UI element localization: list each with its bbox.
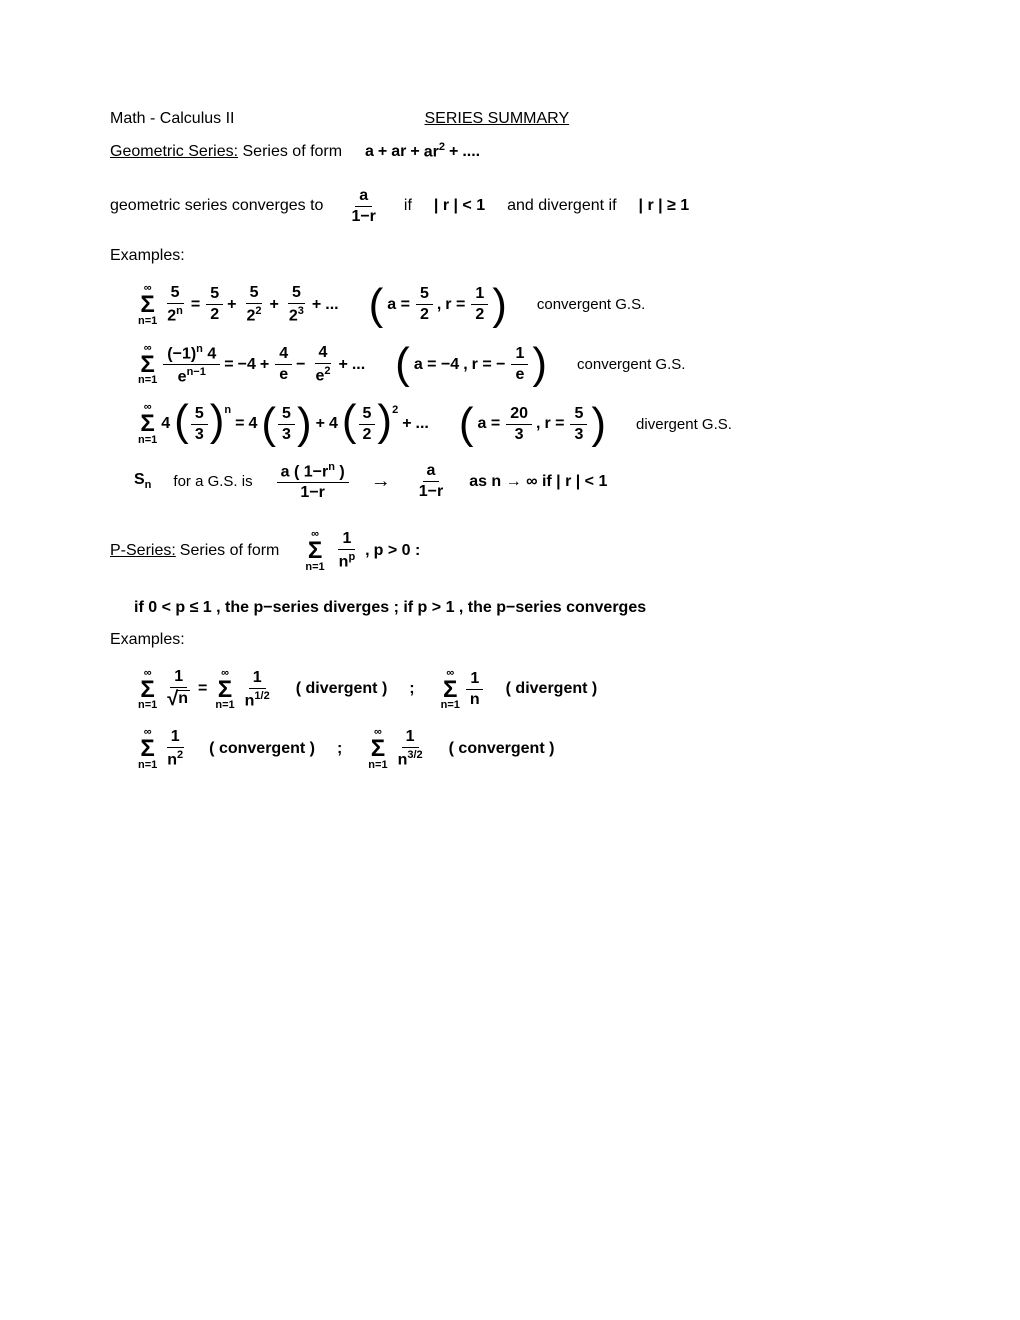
pseries-heading-label: P-Series: bbox=[110, 540, 176, 562]
page-title: SERIES SUMMARY bbox=[424, 110, 569, 128]
sum-symbol: ∞ Σ n=1 bbox=[138, 727, 157, 771]
sum-symbol: ∞ Σ n=1 bbox=[138, 402, 157, 446]
arrow-icon: → bbox=[371, 470, 391, 493]
sum-symbol: ∞ Σ n=1 bbox=[138, 343, 157, 387]
geo-ex1-result: convergent G.S. bbox=[537, 296, 645, 313]
geo-example-2: ∞ Σ n=1 (−1)n 4 en−1 = −4 + 4e − 4e2 + .… bbox=[134, 343, 910, 387]
geo-ex2-result: convergent G.S. bbox=[577, 356, 685, 373]
geo-r-ge-1: | r | ≥ 1 bbox=[639, 195, 690, 217]
geo-convergence-rule: geometric series converges to a 1−r if |… bbox=[110, 188, 910, 225]
geo-example-1: ∞ Σ n=1 5 2n = 52 + 522 + 523 + ... ( a … bbox=[134, 283, 910, 327]
geo-form-math: a + ar + ar2 + .... bbox=[365, 140, 480, 164]
geo-r-lt-1: | r | < 1 bbox=[434, 195, 485, 217]
sum-symbol: ∞ Σ n=1 bbox=[368, 727, 387, 771]
geo-form-text: Series of form bbox=[243, 143, 343, 160]
pseries-form-text: Series of form bbox=[180, 540, 280, 562]
course-name: Math - Calculus II bbox=[110, 110, 234, 128]
pseries-examples-label: Examples: bbox=[110, 629, 910, 651]
geo-ex3-result: divergent G.S. bbox=[636, 416, 732, 433]
geo-heading-label: Geometric Series: bbox=[110, 143, 238, 160]
p-example-1: ∞ Σ n=1 1 √n = ∞ Σ n=1 1 n1/2 ( divergen… bbox=[134, 668, 910, 712]
p-series-heading: P-Series: Series of form ∞ Σ n=1 1 np , … bbox=[110, 529, 910, 573]
geo-and-divergent: and divergent if bbox=[507, 195, 616, 217]
sum-symbol: ∞ Σ n=1 bbox=[138, 668, 157, 712]
p-series-rule: if 0 < p ≤ 1 , the p−series diverges ; i… bbox=[134, 597, 910, 619]
geo-if: if bbox=[404, 195, 412, 217]
geo-example-3: ∞ Σ n=1 4 ( 53 ) n = 4 ( 53 ) + 4 ( 52 )… bbox=[134, 402, 910, 446]
geo-conv-frac: a 1−r bbox=[345, 188, 381, 225]
geo-examples-label: Examples: bbox=[110, 245, 910, 267]
sum-symbol: ∞ Σ n=1 bbox=[441, 668, 460, 712]
geometric-series-heading: Geometric Series: Series of form a + ar … bbox=[110, 140, 910, 164]
sum-symbol: ∞ Σ n=1 bbox=[138, 283, 157, 327]
p-example-2: ∞ Σ n=1 1 n2 ( convergent ) ; ∞ Σ n=1 1 … bbox=[134, 727, 910, 771]
geo-conv-text: geometric series converges to bbox=[110, 195, 323, 217]
sum-symbol: ∞ Σ n=1 bbox=[305, 529, 324, 573]
geo-partial-sum: Sn for a G.S. is a ( 1−rn ) 1−r → a1−r a… bbox=[134, 462, 910, 501]
header: Math - Calculus II SERIES SUMMARY bbox=[110, 110, 910, 128]
sum-symbol: ∞ Σ n=1 bbox=[215, 668, 234, 712]
